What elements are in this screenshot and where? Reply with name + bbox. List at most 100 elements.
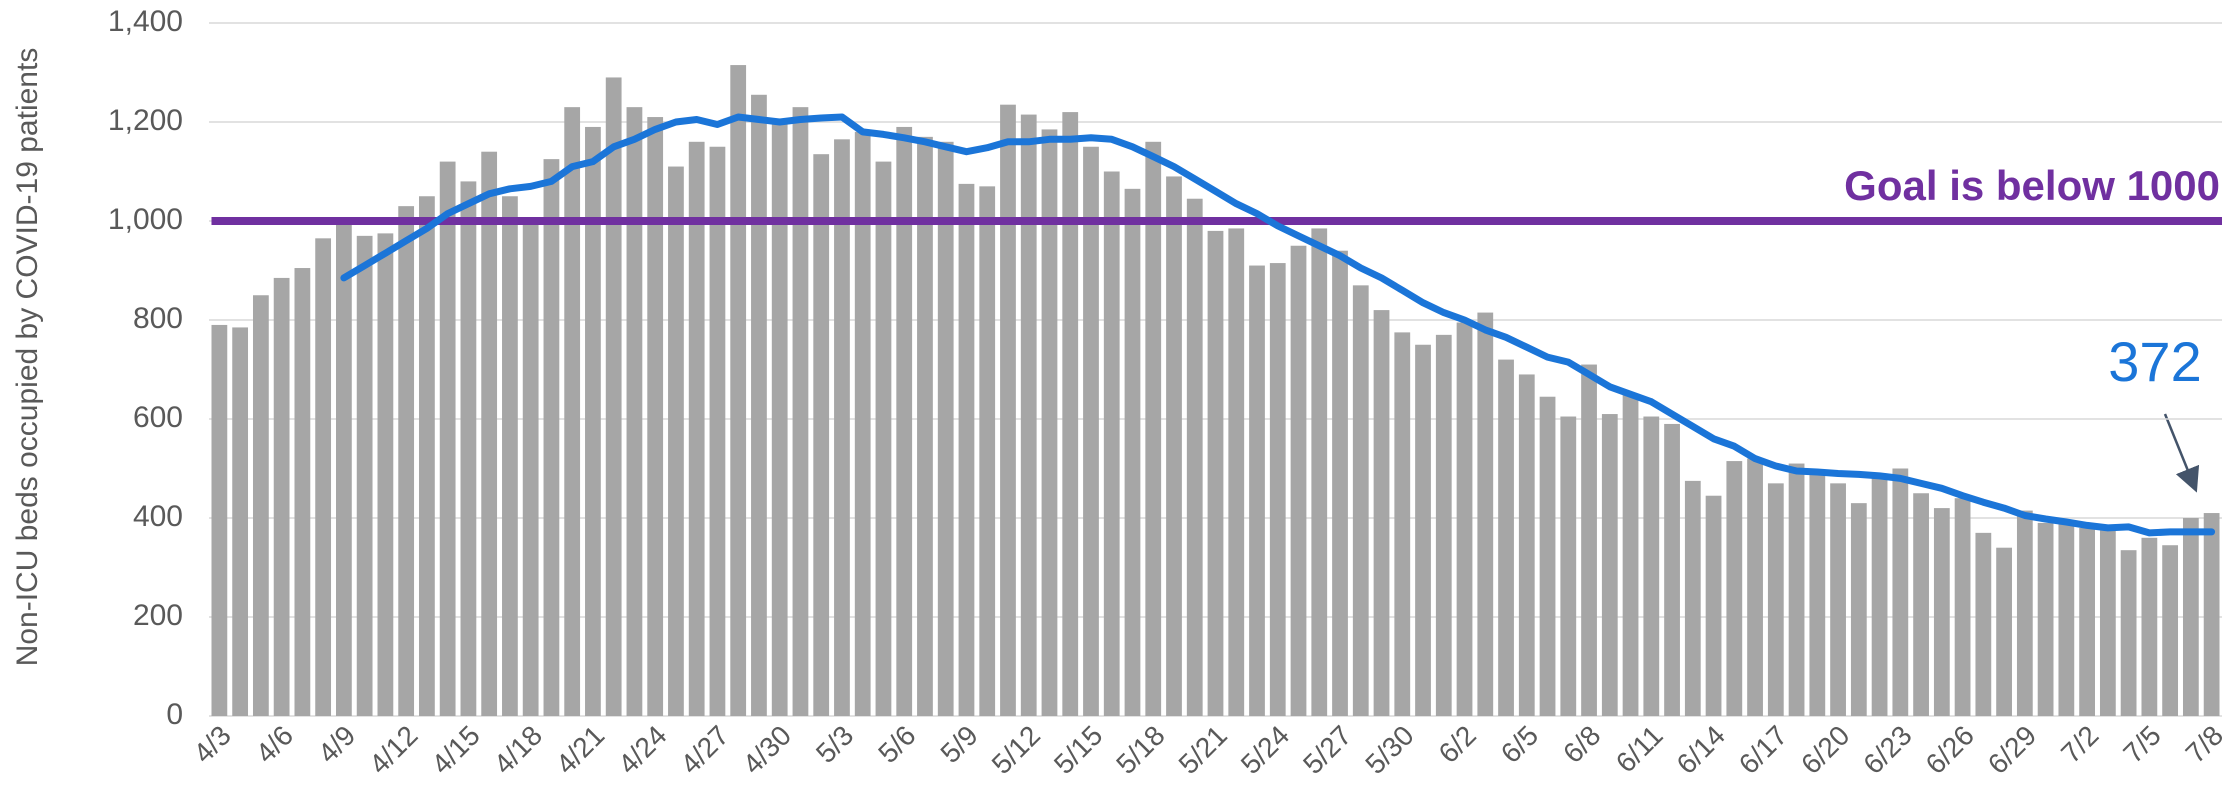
bar [813, 154, 830, 717]
x-tick-label: 4/15 [425, 720, 485, 780]
y-tick-label: 800 [133, 302, 183, 335]
bar [1498, 359, 1514, 716]
bar [605, 77, 622, 716]
bar [356, 235, 373, 716]
bar [2162, 545, 2179, 716]
x-tick-label: 7/2 [2055, 720, 2104, 769]
x-tick-label: 6/17 [1733, 720, 1793, 780]
bar [937, 141, 954, 717]
x-tick-label: 5/27 [1297, 720, 1357, 780]
bar [1311, 228, 1328, 717]
x-tick-label: 6/5 [1495, 720, 1544, 769]
bar [1684, 480, 1701, 716]
bar [294, 268, 311, 716]
bar [1103, 171, 1120, 716]
x-tick-label: 5/18 [1110, 720, 1170, 780]
bar [481, 151, 498, 716]
bar [2182, 518, 2199, 716]
bar [709, 146, 726, 716]
bar [688, 141, 705, 717]
x-tick-label: 6/20 [1795, 720, 1855, 780]
bar [1290, 245, 1307, 716]
y-tick-label: 0 [166, 698, 183, 731]
bar [1892, 468, 1909, 716]
x-tick-label: 7/5 [2117, 720, 2166, 769]
x-tick-label: 5/6 [872, 720, 921, 769]
bar [273, 277, 290, 716]
x-tick-label: 6/29 [1982, 720, 2042, 780]
bar [1186, 198, 1203, 717]
bar [751, 94, 767, 716]
x-tick-label: 5/24 [1235, 720, 1295, 780]
bar [1913, 493, 1929, 716]
bar [211, 324, 228, 716]
bar [958, 183, 975, 716]
bar [1269, 263, 1286, 716]
bar [1166, 176, 1182, 716]
bar [1415, 344, 1431, 716]
bar [1975, 532, 1992, 716]
bar [377, 233, 394, 716]
bar [232, 327, 249, 716]
bar [1664, 423, 1680, 716]
bar [502, 196, 518, 716]
bar [1954, 498, 1971, 716]
bar [647, 117, 664, 717]
bar [1477, 312, 1494, 716]
bar [543, 159, 560, 716]
line [340, 113, 2216, 537]
y-tick-label: 600 [133, 401, 183, 434]
bar [1352, 285, 1369, 716]
x-tick-label: 5/3 [810, 720, 859, 769]
x-tick-label: 4/24 [612, 720, 672, 780]
y-tick-label: 1,400 [108, 5, 183, 38]
goal-label: Goal is below 1000 [1844, 162, 2220, 209]
bar [460, 181, 477, 716]
x-tick-label: 6/26 [1920, 720, 1980, 780]
bar [854, 131, 871, 716]
bar [1581, 364, 1597, 716]
bar [1726, 461, 1743, 716]
bar [398, 206, 415, 716]
bar [2099, 525, 2116, 716]
x-tick-label: 7/8 [2180, 720, 2228, 769]
bar [1601, 414, 1618, 716]
x-tick-label: 5/21 [1173, 720, 1233, 780]
x-tick-label: 6/11 [1610, 720, 1669, 779]
bar [315, 238, 332, 716]
bar [917, 136, 933, 717]
bar [1041, 129, 1058, 717]
bar [834, 139, 850, 716]
bar [1518, 374, 1535, 716]
annotation-arrow [2163, 413, 2200, 493]
bar [730, 65, 747, 716]
bar [1456, 322, 1473, 716]
x-tick-label: 4/9 [312, 720, 361, 769]
bar [1332, 250, 1348, 716]
end-value-label: 372 [2108, 330, 2201, 393]
bar [585, 126, 601, 716]
bar [1228, 228, 1245, 717]
bar [2016, 510, 2033, 716]
bar [564, 107, 581, 716]
bar [626, 107, 643, 716]
bar [1809, 470, 1826, 716]
x-tick-label: 4/6 [250, 720, 299, 769]
x-tick-label: 4/30 [737, 720, 797, 780]
x-tick-label: 4/21 [550, 720, 610, 780]
x-tick-label: 6/14 [1671, 720, 1731, 780]
x-tick-label: 4/3 [187, 720, 236, 769]
bar [2079, 527, 2095, 716]
bar [1643, 416, 1660, 716]
bar [1373, 310, 1390, 716]
bar [336, 221, 352, 716]
bar [1249, 265, 1265, 716]
bar [252, 295, 269, 716]
bar [1207, 230, 1224, 716]
bar [2120, 550, 2137, 716]
bar [979, 186, 996, 717]
bar [2141, 537, 2158, 716]
bar [1830, 483, 1846, 716]
y-axis-label: Non-ICU beds occupied by COVID-19 patien… [11, 48, 44, 667]
